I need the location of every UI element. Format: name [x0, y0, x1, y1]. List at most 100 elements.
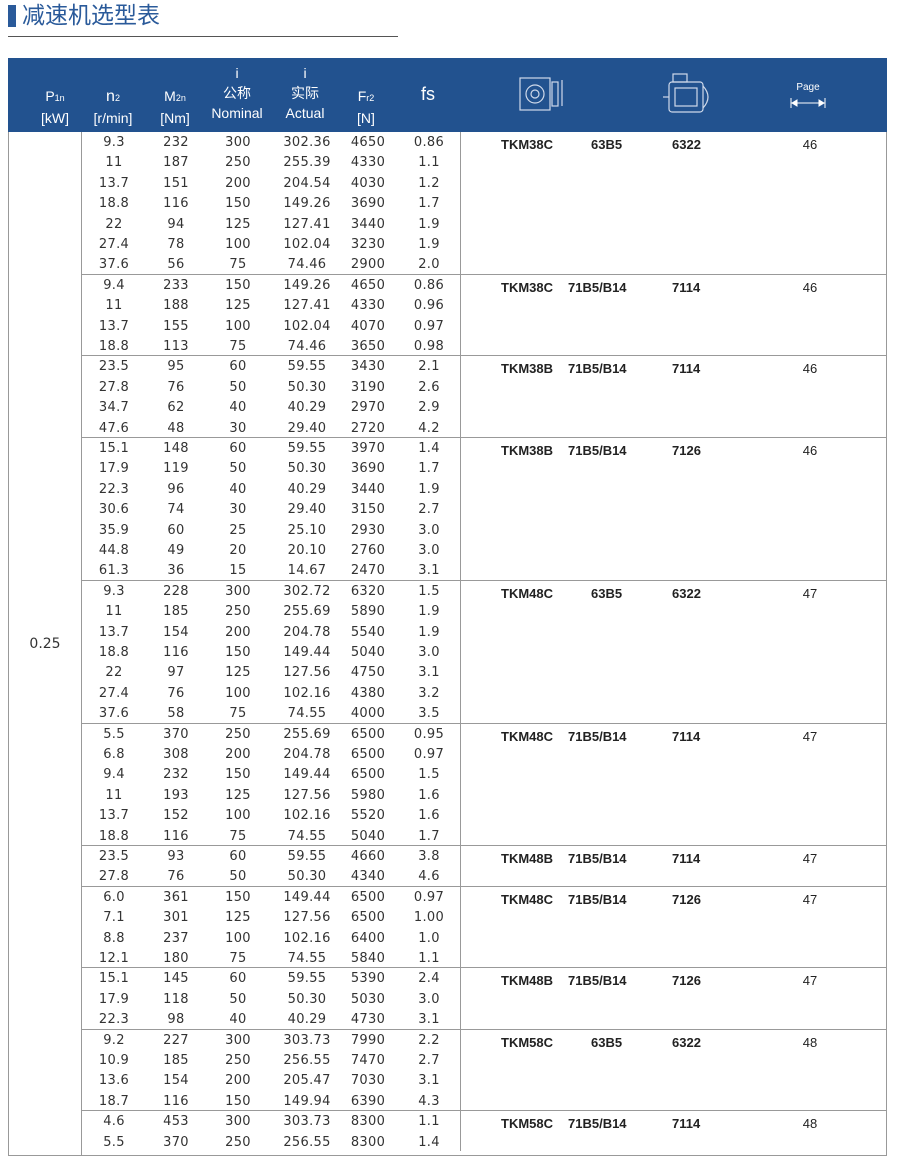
table-row: 11 193 125 127.56 5980 1.6 — [82, 785, 460, 805]
table-row: 12.1 180 75 74.55 5840 1.1 — [82, 948, 460, 968]
cell-i-nominal: 40 — [229, 1012, 247, 1028]
gearbox-model: TKM38C — [501, 137, 554, 152]
cell-n2: 18.7 — [98, 1093, 130, 1109]
cell-fs: 4.2 — [418, 420, 440, 436]
cell-m2n: 78 — [167, 236, 185, 252]
motor-icon — [663, 73, 709, 113]
cell-i-nominal: 125 — [225, 298, 251, 314]
cell-i-nominal: 300 — [225, 583, 251, 599]
cell-n2: 27.8 — [98, 379, 130, 395]
cell-i-actual: 255.69 — [283, 604, 331, 620]
header-page: Page — [783, 78, 833, 108]
cell-n2: 27.8 — [98, 869, 130, 885]
motor-flange: 63B5 — [591, 137, 623, 152]
cell-m2n: 49 — [167, 542, 185, 558]
cell-fr2: 4330 — [350, 298, 386, 314]
cell-fr2: 4070 — [350, 318, 386, 334]
cell-fs: 1.7 — [418, 461, 440, 477]
cell-i-nominal: 250 — [225, 1052, 251, 1068]
rows-block: 4.6 453 300 303.73 8300 1.1 5.5 370 250 256.55 830… — [82, 1111, 461, 1151]
cell-i-nominal: 125 — [225, 787, 251, 803]
model-group: 9.4 233 150 149.26 4650 0.86 11 188 125 127.41 433… — [82, 274, 886, 357]
cell-m2n: 145 — [163, 971, 189, 987]
cell-i-actual: 204.78 — [283, 746, 331, 762]
cell-fr2: 3690 — [350, 196, 386, 212]
table-row: 23.5 93 60 59.55 4660 3.8 — [82, 846, 460, 866]
cell-i-actual: 303.73 — [283, 1032, 331, 1048]
page-number: 47 — [802, 728, 818, 744]
cell-i-actual: 74.55 — [287, 950, 327, 966]
motor-code: 6322 — [672, 1034, 701, 1050]
cell-i-actual: 74.55 — [287, 828, 327, 844]
cell-fr2: 4730 — [350, 1012, 386, 1028]
cell-fs: 1.9 — [418, 624, 440, 640]
cell-fr2: 5040 — [350, 644, 386, 660]
cell-n2: 47.6 — [98, 420, 130, 436]
table-row: 18.8 113 75 74.46 3650 0.98 — [82, 336, 460, 356]
cell-i-actual: 59.55 — [287, 849, 327, 864]
model-group: 9.2 227 300 303.73 7990 2.2 10.9 185 250 256.55 74… — [82, 1029, 886, 1112]
page-number: 46 — [802, 443, 818, 458]
cell-i-nominal: 20 — [229, 542, 247, 558]
cell-i-actual: 14.67 — [287, 563, 327, 579]
cell-i-actual: 29.40 — [287, 502, 327, 518]
motor-code: 7126 — [672, 973, 701, 989]
cell-m2n: 116 — [163, 1093, 189, 1109]
table-row: 9.3 232 300 302.36 4650 0.86 — [82, 132, 460, 152]
cell-n2: 9.4 — [103, 767, 125, 783]
cell-n2: 37.6 — [98, 257, 130, 273]
cell-m2n: 301 — [163, 910, 189, 926]
cell-n2: 18.8 — [98, 196, 130, 212]
cell-i-actual: 20.10 — [287, 542, 327, 558]
p1n-cell: 0.25 — [9, 132, 82, 1155]
cell-n2: 9.2 — [103, 1032, 125, 1048]
cell-i-actual: 40.29 — [287, 481, 327, 497]
model-group: 9.3 228 300 302.72 6320 1.5 11 185 250 255.69 5890… — [82, 580, 886, 724]
cell-fr2: 2470 — [350, 563, 386, 579]
cell-i-actual: 74.46 — [287, 338, 327, 354]
cell-fr2: 6390 — [350, 1093, 386, 1109]
cell-fr2: 3440 — [350, 216, 386, 232]
motor-flange: 71B5/B14 — [568, 1116, 627, 1132]
cell-n2: 17.9 — [98, 461, 130, 477]
table-row: 9.4 233 150 149.26 4650 0.86 — [82, 275, 460, 295]
gearbox-model: TKM38B — [501, 361, 554, 377]
cell-i-actual: 50.30 — [287, 379, 327, 395]
table-row: 22 94 125 127.41 3440 1.9 — [82, 214, 460, 234]
motor-flange: 71B5/B14 — [568, 728, 627, 744]
cell-fr2: 4330 — [350, 155, 386, 171]
gearbox-model: TKM38B — [501, 443, 554, 458]
cell-n2: 9.3 — [103, 583, 125, 599]
cell-fs: 1.4 — [418, 441, 440, 456]
table-row: 22.3 96 40 40.29 3440 1.9 — [82, 479, 460, 499]
table-row: 23.5 95 60 59.55 3430 2.1 — [82, 356, 460, 376]
cell-fr2: 2930 — [350, 522, 386, 538]
cell-i-actual: 25.10 — [287, 522, 327, 538]
cell-fr2: 4000 — [350, 706, 386, 722]
cell-m2n: 232 — [163, 767, 189, 783]
cell-m2n: 93 — [167, 849, 185, 864]
cell-i-nominal: 150 — [225, 196, 251, 212]
cell-fr2: 6500 — [350, 746, 386, 762]
cell-fr2: 5540 — [350, 624, 386, 640]
cell-i-actual: 303.73 — [283, 1114, 331, 1130]
table-row: 4.6 453 300 303.73 8300 1.1 — [82, 1111, 460, 1131]
cell-fr2: 3150 — [350, 502, 386, 518]
cell-n2: 35.9 — [98, 522, 130, 538]
cell-n2: 22.3 — [98, 1012, 130, 1028]
gearbox-model: TKM58C — [501, 1034, 554, 1050]
cell-fs: 0.97 — [413, 889, 445, 905]
cell-i-nominal: 250 — [225, 1134, 251, 1150]
table-row: 5.5 370 250 256.55 8300 1.4 — [82, 1132, 460, 1152]
motor-code: 6322 — [672, 585, 701, 601]
header-i-nominal: i 公称 Nominal — [211, 65, 263, 121]
cell-fs: 1.1 — [418, 155, 440, 171]
header-m2n: M2n [Nm] — [160, 88, 190, 126]
cell-fs: 1.2 — [418, 175, 440, 191]
cell-i-actual: 204.54 — [283, 175, 331, 191]
cell-fr2: 6500 — [350, 889, 386, 905]
rows-block: 9.3 232 300 302.36 4650 0.86 11 187 250 255.39 433… — [82, 132, 461, 274]
title-marker — [8, 5, 16, 27]
cell-m2n: 152 — [163, 808, 189, 824]
cell-fs: 1.0 — [418, 930, 440, 946]
